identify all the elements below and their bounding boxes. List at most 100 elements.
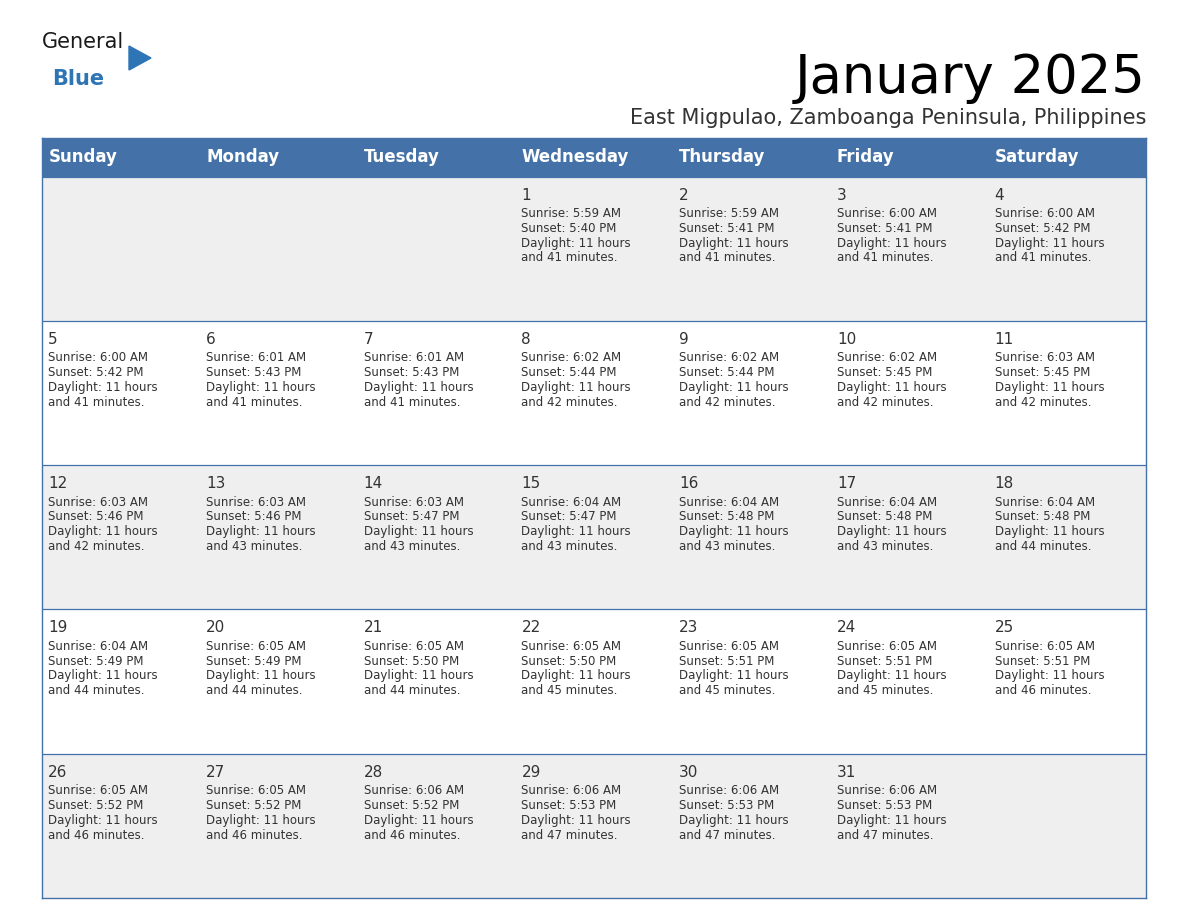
Text: Blue: Blue	[52, 69, 105, 89]
Text: 16: 16	[680, 476, 699, 491]
Text: and 43 minutes.: and 43 minutes.	[206, 540, 303, 553]
Text: and 44 minutes.: and 44 minutes.	[364, 684, 460, 698]
Text: and 41 minutes.: and 41 minutes.	[49, 396, 145, 409]
Text: Sunset: 5:52 PM: Sunset: 5:52 PM	[206, 799, 302, 812]
Text: Tuesday: Tuesday	[364, 148, 440, 166]
Text: 28: 28	[364, 765, 383, 779]
Text: 14: 14	[364, 476, 383, 491]
Text: Sunset: 5:50 PM: Sunset: 5:50 PM	[522, 655, 617, 667]
Text: Daylight: 11 hours: Daylight: 11 hours	[680, 813, 789, 827]
Bar	[42, 176, 1146, 320]
Text: Sunrise: 6:06 AM: Sunrise: 6:06 AM	[364, 784, 463, 797]
Text: Daylight: 11 hours: Daylight: 11 hours	[49, 525, 158, 538]
Text: Daylight: 11 hours: Daylight: 11 hours	[680, 237, 789, 250]
Text: and 44 minutes.: and 44 minutes.	[206, 684, 303, 698]
Text: 7: 7	[364, 331, 373, 347]
Text: Sunrise: 6:04 AM: Sunrise: 6:04 AM	[994, 496, 1094, 509]
Text: Sunrise: 6:05 AM: Sunrise: 6:05 AM	[364, 640, 463, 653]
Text: Sunrise: 5:59 AM: Sunrise: 5:59 AM	[522, 207, 621, 220]
Text: and 45 minutes.: and 45 minutes.	[522, 684, 618, 698]
Text: Daylight: 11 hours: Daylight: 11 hours	[680, 525, 789, 538]
Text: and 43 minutes.: and 43 minutes.	[364, 540, 460, 553]
Text: Sunset: 5:51 PM: Sunset: 5:51 PM	[836, 655, 933, 667]
Text: Sunset: 5:44 PM: Sunset: 5:44 PM	[680, 366, 775, 379]
Text: Daylight: 11 hours: Daylight: 11 hours	[836, 669, 947, 682]
Bar	[42, 320, 1146, 465]
Text: Sunrise: 6:02 AM: Sunrise: 6:02 AM	[522, 352, 621, 364]
Text: Sunrise: 6:04 AM: Sunrise: 6:04 AM	[836, 496, 937, 509]
Bar	[42, 610, 1146, 754]
Text: Sunrise: 6:06 AM: Sunrise: 6:06 AM	[680, 784, 779, 797]
Text: 21: 21	[364, 621, 383, 635]
Text: 4: 4	[994, 187, 1004, 203]
Text: Daylight: 11 hours: Daylight: 11 hours	[522, 813, 631, 827]
Text: 12: 12	[49, 476, 68, 491]
Text: Daylight: 11 hours: Daylight: 11 hours	[364, 525, 473, 538]
Text: Sunrise: 6:01 AM: Sunrise: 6:01 AM	[206, 352, 307, 364]
Text: Sunset: 5:52 PM: Sunset: 5:52 PM	[364, 799, 459, 812]
Polygon shape	[129, 46, 151, 70]
Text: Sunrise: 6:06 AM: Sunrise: 6:06 AM	[522, 784, 621, 797]
Text: Sunset: 5:41 PM: Sunset: 5:41 PM	[836, 222, 933, 235]
Text: 31: 31	[836, 765, 857, 779]
Text: and 47 minutes.: and 47 minutes.	[680, 829, 776, 842]
Text: 26: 26	[49, 765, 68, 779]
Text: and 47 minutes.: and 47 minutes.	[522, 829, 618, 842]
Text: 15: 15	[522, 476, 541, 491]
Text: and 41 minutes.: and 41 minutes.	[522, 252, 618, 264]
Text: Daylight: 11 hours: Daylight: 11 hours	[49, 381, 158, 394]
Text: and 46 minutes.: and 46 minutes.	[994, 684, 1091, 698]
Text: and 46 minutes.: and 46 minutes.	[206, 829, 303, 842]
Text: and 42 minutes.: and 42 minutes.	[49, 540, 145, 553]
Text: and 42 minutes.: and 42 minutes.	[522, 396, 618, 409]
Text: 9: 9	[680, 331, 689, 347]
Text: Sunset: 5:49 PM: Sunset: 5:49 PM	[206, 655, 302, 667]
Text: and 46 minutes.: and 46 minutes.	[364, 829, 460, 842]
Text: and 42 minutes.: and 42 minutes.	[994, 396, 1091, 409]
Text: Daylight: 11 hours: Daylight: 11 hours	[522, 381, 631, 394]
Text: Friday: Friday	[836, 148, 895, 166]
Text: and 46 minutes.: and 46 minutes.	[49, 829, 145, 842]
Text: 1: 1	[522, 187, 531, 203]
Text: and 43 minutes.: and 43 minutes.	[836, 540, 934, 553]
Text: Daylight: 11 hours: Daylight: 11 hours	[206, 813, 316, 827]
Text: Sunrise: 6:03 AM: Sunrise: 6:03 AM	[206, 496, 307, 509]
Text: Daylight: 11 hours: Daylight: 11 hours	[994, 525, 1104, 538]
Text: Sunset: 5:43 PM: Sunset: 5:43 PM	[364, 366, 459, 379]
Text: Daylight: 11 hours: Daylight: 11 hours	[994, 237, 1104, 250]
Text: and 44 minutes.: and 44 minutes.	[49, 684, 145, 698]
Bar	[42, 754, 1146, 898]
Text: 2: 2	[680, 187, 689, 203]
Text: 25: 25	[994, 621, 1013, 635]
Text: and 47 minutes.: and 47 minutes.	[836, 829, 934, 842]
Text: Monday: Monday	[206, 148, 279, 166]
Text: Sunrise: 6:01 AM: Sunrise: 6:01 AM	[364, 352, 463, 364]
Text: Thursday: Thursday	[680, 148, 765, 166]
Text: and 42 minutes.: and 42 minutes.	[836, 396, 934, 409]
Text: Sunset: 5:44 PM: Sunset: 5:44 PM	[522, 366, 617, 379]
Text: Sunrise: 6:03 AM: Sunrise: 6:03 AM	[49, 496, 148, 509]
Text: and 44 minutes.: and 44 minutes.	[994, 540, 1091, 553]
Text: 27: 27	[206, 765, 226, 779]
Text: Sunrise: 6:00 AM: Sunrise: 6:00 AM	[49, 352, 148, 364]
Text: Sunrise: 6:02 AM: Sunrise: 6:02 AM	[836, 352, 937, 364]
Text: Sunset: 5:49 PM: Sunset: 5:49 PM	[49, 655, 144, 667]
Text: Sunset: 5:47 PM: Sunset: 5:47 PM	[364, 510, 460, 523]
Text: Sunrise: 6:04 AM: Sunrise: 6:04 AM	[680, 496, 779, 509]
Text: Daylight: 11 hours: Daylight: 11 hours	[680, 381, 789, 394]
Text: Sunrise: 6:04 AM: Sunrise: 6:04 AM	[522, 496, 621, 509]
Bar	[42, 138, 200, 176]
Text: Daylight: 11 hours: Daylight: 11 hours	[994, 381, 1104, 394]
Bar	[358, 138, 516, 176]
Bar	[672, 138, 830, 176]
Text: Sunset: 5:53 PM: Sunset: 5:53 PM	[680, 799, 775, 812]
Text: Sunrise: 6:00 AM: Sunrise: 6:00 AM	[994, 207, 1094, 220]
Text: Sunrise: 6:03 AM: Sunrise: 6:03 AM	[364, 496, 463, 509]
Text: and 45 minutes.: and 45 minutes.	[836, 684, 934, 698]
Text: Sunrise: 6:06 AM: Sunrise: 6:06 AM	[836, 784, 937, 797]
Text: Sunrise: 6:05 AM: Sunrise: 6:05 AM	[206, 784, 307, 797]
Text: Sunrise: 6:05 AM: Sunrise: 6:05 AM	[206, 640, 307, 653]
Text: 10: 10	[836, 331, 857, 347]
Text: and 42 minutes.: and 42 minutes.	[680, 396, 776, 409]
Text: Sunset: 5:53 PM: Sunset: 5:53 PM	[836, 799, 933, 812]
